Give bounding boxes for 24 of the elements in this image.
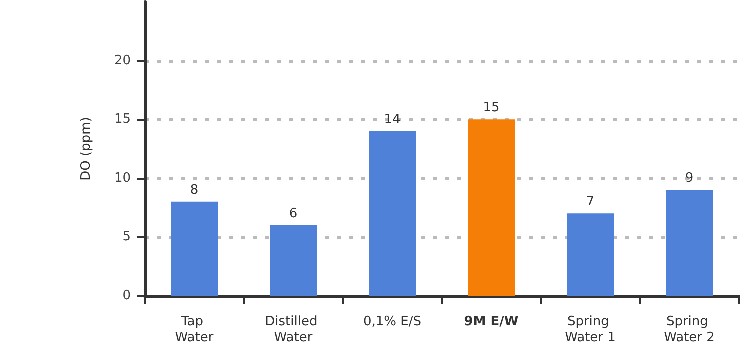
y-tick-label: 5 <box>122 230 131 245</box>
bar <box>468 120 515 296</box>
data-label: 14 <box>384 112 401 128</box>
x-tick-label: Spring Water 2 <box>664 314 715 346</box>
x-tick-label: Tap Water <box>175 314 214 346</box>
y-tick-label: 0 <box>122 288 131 304</box>
data-label: 7 <box>586 194 595 210</box>
bar <box>666 190 713 296</box>
x-tick-label: Distilled Water <box>265 314 322 346</box>
y-tick-label: 15 <box>114 112 131 128</box>
data-label: 6 <box>289 206 298 222</box>
x-tick-label: 0,1% E/S <box>363 314 422 330</box>
bar <box>369 131 416 296</box>
data-label: 9 <box>685 171 694 186</box>
data-label: 8 <box>190 182 199 198</box>
bar <box>567 214 614 296</box>
y-axis-title: DO (ppm) <box>79 117 94 181</box>
bar <box>270 225 317 296</box>
y-tick-label: 20 <box>114 53 131 68</box>
data-label: 15 <box>483 100 500 116</box>
bar <box>171 202 218 296</box>
y-tick-label: 10 <box>114 170 131 186</box>
x-tick-label: Spring Water 1 <box>565 314 616 346</box>
x-tick-label: 9M E/W <box>464 314 519 330</box>
